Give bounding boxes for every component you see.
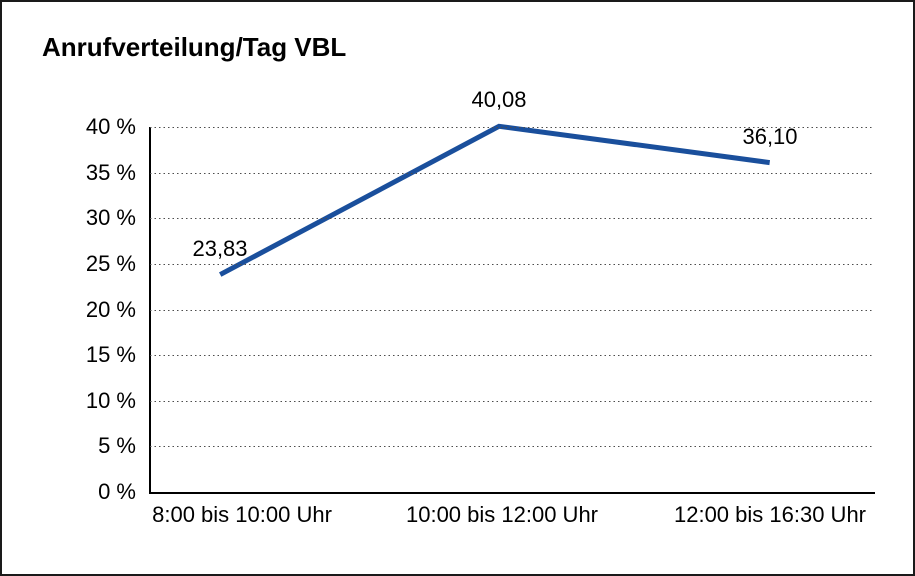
y-tick-label: 40 %: [85, 114, 136, 139]
y-tick-label: 20 %: [85, 297, 136, 322]
gridline: [150, 173, 874, 174]
x-tick-label: 12:00 bis 16:30 Uhr: [673, 502, 867, 527]
y-tick-label: 35 %: [85, 160, 136, 185]
y-tick-label: 15 %: [85, 342, 136, 367]
chart-title: Anrufverteilung/Tag VBL: [42, 32, 347, 62]
gridline: [150, 310, 874, 311]
x-tick-label: 8:00 bis 10:00 Uhr: [152, 502, 332, 527]
line-series: [219, 123, 771, 277]
y-tick-label: 10 %: [85, 388, 136, 413]
x-tick-label: 10:00 bis 12:00 Uhr: [405, 502, 599, 527]
y-tick-label: 0 %: [98, 479, 136, 504]
data-label: 40,08: [471, 87, 527, 112]
data-label: 36,10: [742, 124, 798, 149]
gridline: [150, 355, 874, 356]
gridline: [150, 401, 874, 402]
gridline: [150, 218, 874, 219]
gridline: [150, 264, 874, 265]
y-tick-label: 30 %: [85, 205, 136, 230]
y-tick-label: 25 %: [85, 251, 136, 276]
x-axis-line: [149, 492, 875, 494]
y-tick-label: 5 %: [98, 433, 136, 458]
data-label: 23,83: [192, 236, 248, 261]
gridline: [150, 446, 874, 447]
gridline: [150, 127, 874, 128]
